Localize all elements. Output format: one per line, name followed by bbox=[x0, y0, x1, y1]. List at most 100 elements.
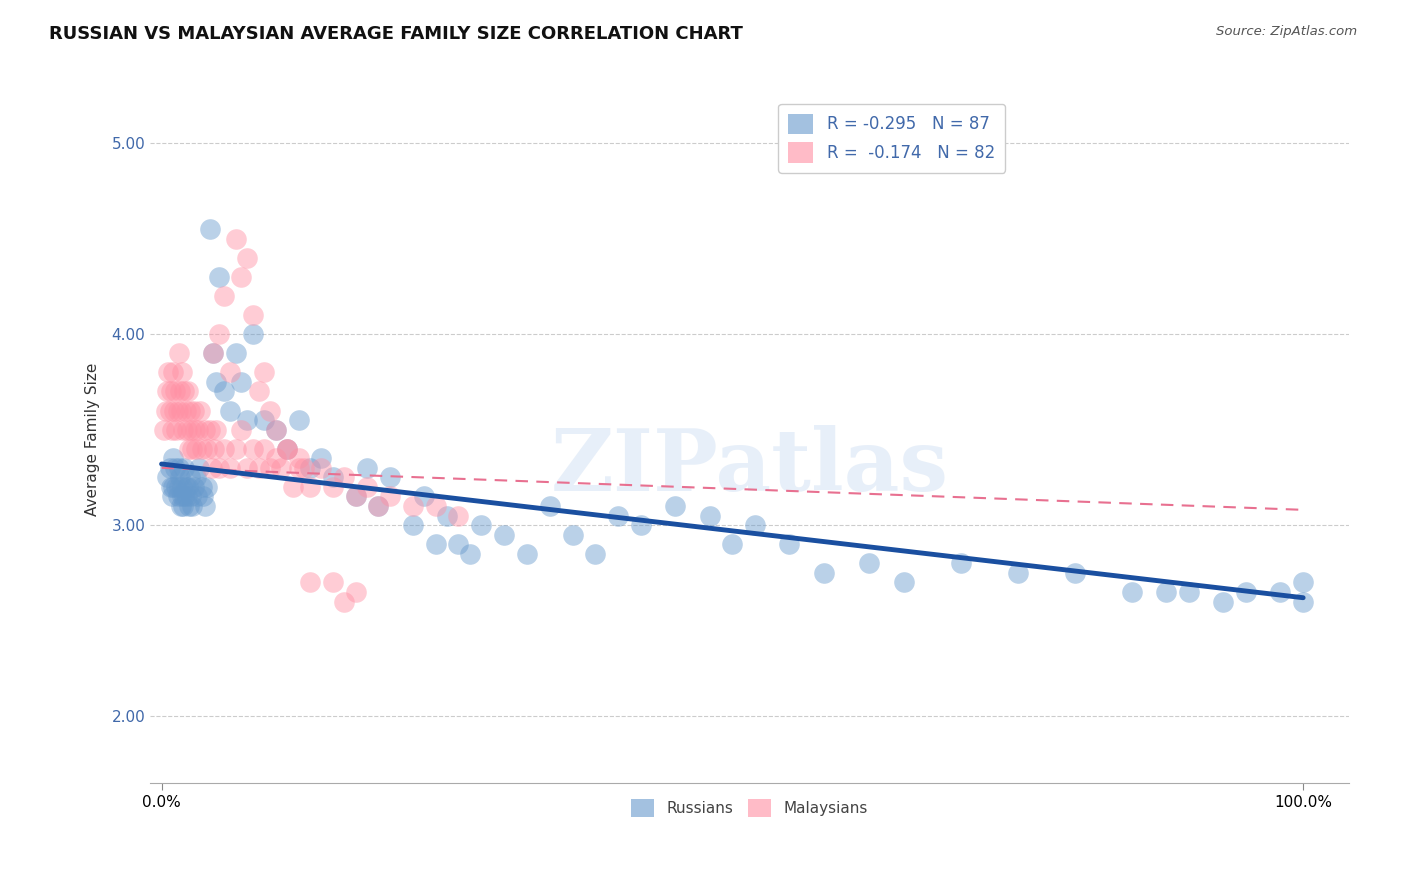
Point bbox=[214, 289, 236, 303]
Point bbox=[242, 327, 264, 342]
Point bbox=[177, 499, 200, 513]
Point bbox=[402, 499, 425, 513]
Point bbox=[231, 269, 253, 284]
Text: RUSSIAN VS MALAYSIAN AVERAGE FAMILY SIZE CORRELATION CHART: RUSSIAN VS MALAYSIAN AVERAGE FAMILY SIZE… bbox=[49, 25, 744, 43]
Point bbox=[225, 346, 247, 360]
Point bbox=[1270, 585, 1292, 599]
Point bbox=[699, 508, 721, 523]
Point bbox=[165, 460, 187, 475]
Point bbox=[194, 499, 217, 513]
Point bbox=[159, 480, 181, 494]
Point bbox=[583, 547, 606, 561]
Point bbox=[198, 423, 221, 437]
Point bbox=[205, 375, 228, 389]
Point bbox=[664, 499, 686, 513]
Point bbox=[259, 460, 281, 475]
Point bbox=[177, 480, 200, 494]
Point bbox=[159, 460, 181, 475]
Point bbox=[165, 384, 187, 399]
Point bbox=[181, 442, 204, 456]
Point bbox=[172, 480, 194, 494]
Point bbox=[177, 384, 200, 399]
Point bbox=[162, 451, 184, 466]
Point bbox=[170, 403, 193, 417]
Point bbox=[253, 365, 276, 379]
Point bbox=[186, 490, 208, 504]
Point bbox=[167, 460, 190, 475]
Point bbox=[276, 442, 298, 456]
Point bbox=[167, 480, 190, 494]
Point bbox=[344, 490, 367, 504]
Point bbox=[630, 518, 652, 533]
Point bbox=[538, 499, 561, 513]
Point bbox=[183, 480, 205, 494]
Point bbox=[1292, 594, 1315, 608]
Point bbox=[447, 508, 470, 523]
Point bbox=[492, 527, 515, 541]
Point bbox=[208, 269, 231, 284]
Point bbox=[187, 423, 209, 437]
Point bbox=[242, 308, 264, 322]
Point bbox=[356, 480, 378, 494]
Text: ZIPatlas: ZIPatlas bbox=[551, 425, 949, 508]
Point bbox=[236, 460, 259, 475]
Point bbox=[202, 442, 225, 456]
Point bbox=[607, 508, 630, 523]
Point bbox=[184, 470, 207, 484]
Point bbox=[287, 413, 309, 427]
Point bbox=[183, 423, 205, 437]
Point bbox=[190, 480, 212, 494]
Point bbox=[813, 566, 835, 580]
Point bbox=[177, 442, 200, 456]
Point bbox=[156, 384, 179, 399]
Point bbox=[264, 423, 287, 437]
Text: Source: ZipAtlas.com: Source: ZipAtlas.com bbox=[1216, 25, 1357, 38]
Point bbox=[276, 442, 298, 456]
Point bbox=[311, 451, 333, 466]
Point bbox=[169, 470, 191, 484]
Point bbox=[1234, 585, 1257, 599]
Point bbox=[231, 375, 253, 389]
Point bbox=[425, 537, 447, 551]
Point bbox=[208, 460, 231, 475]
Point bbox=[242, 442, 264, 456]
Point bbox=[378, 490, 401, 504]
Point bbox=[287, 451, 309, 466]
Point bbox=[174, 480, 197, 494]
Point bbox=[165, 480, 187, 494]
Point bbox=[208, 327, 231, 342]
Point bbox=[253, 413, 276, 427]
Point bbox=[181, 499, 204, 513]
Point bbox=[378, 470, 401, 484]
Point bbox=[287, 460, 309, 475]
Point bbox=[264, 423, 287, 437]
Point bbox=[156, 470, 179, 484]
Point bbox=[166, 490, 188, 504]
Point bbox=[205, 423, 228, 437]
Point bbox=[858, 557, 880, 571]
Point bbox=[173, 384, 195, 399]
Y-axis label: Average Family Size: Average Family Size bbox=[86, 362, 100, 516]
Point bbox=[333, 470, 356, 484]
Point bbox=[170, 499, 193, 513]
Point bbox=[447, 537, 470, 551]
Point bbox=[201, 460, 224, 475]
Point bbox=[172, 423, 194, 437]
Point bbox=[1292, 575, 1315, 590]
Point bbox=[236, 251, 259, 265]
Point bbox=[180, 490, 202, 504]
Point bbox=[176, 423, 198, 437]
Point bbox=[180, 423, 202, 437]
Point bbox=[159, 403, 181, 417]
Point bbox=[470, 518, 492, 533]
Point bbox=[367, 499, 389, 513]
Point bbox=[167, 346, 190, 360]
Point bbox=[188, 460, 211, 475]
Point bbox=[172, 365, 194, 379]
Point bbox=[191, 490, 214, 504]
Point bbox=[247, 460, 270, 475]
Point bbox=[225, 231, 247, 245]
Point bbox=[413, 490, 436, 504]
Point bbox=[160, 490, 183, 504]
Point bbox=[219, 460, 242, 475]
